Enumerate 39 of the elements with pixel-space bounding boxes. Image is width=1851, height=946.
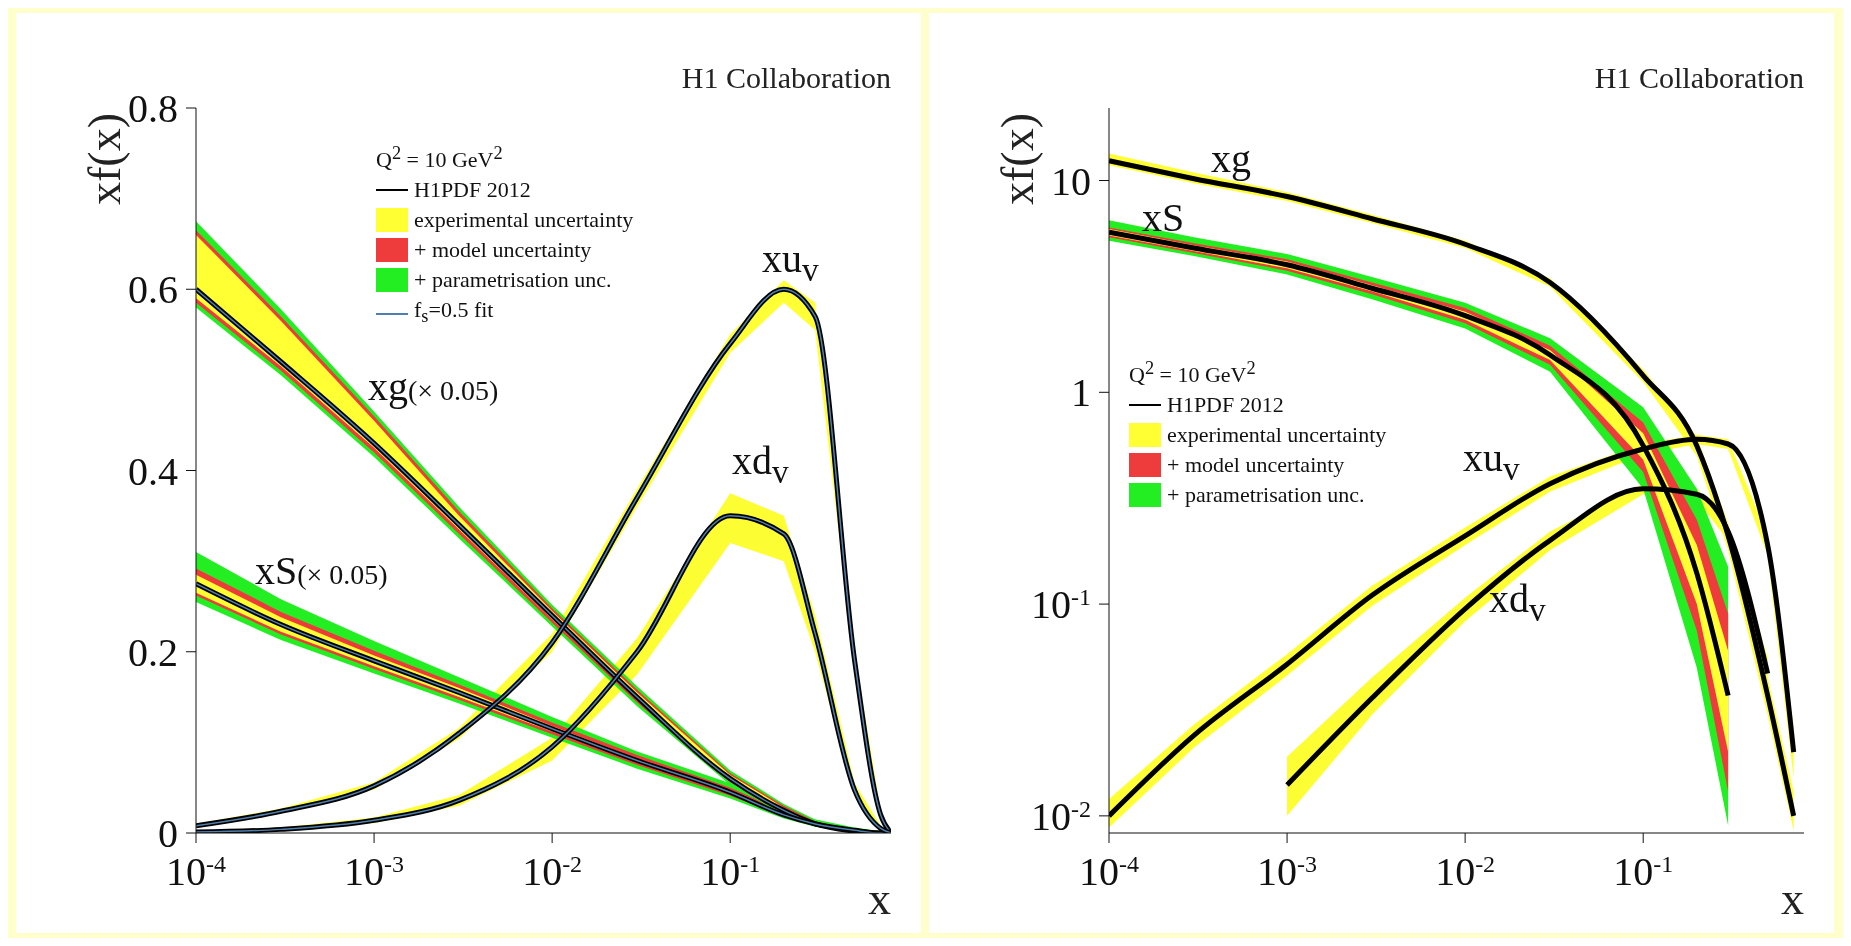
annotation: xS(× 0.05): [255, 548, 388, 595]
x-tick-label: 10$^{-2}$: [1435, 849, 1496, 894]
legend-label: H1PDF 2012: [414, 176, 531, 205]
x-tick-label: 10$^{-1}$: [1613, 849, 1674, 894]
x-tick-label: 10$^{-4}$: [1079, 849, 1139, 894]
y-tick-label: 0.2: [128, 629, 178, 675]
y-tick-label: 0.4: [128, 448, 178, 494]
x-tick-label: 10$^{-3}$: [1257, 849, 1318, 894]
annotation: xg: [1211, 136, 1251, 181]
x-tick-label: 10$^{-1}$: [700, 849, 761, 894]
y-axis-title: xf(x): [991, 113, 1044, 205]
chart-title: H1 Collaboration: [681, 61, 891, 95]
y-tick-label: 1: [1071, 370, 1091, 416]
annotation: xg(× 0.05): [368, 364, 499, 411]
y-tick-label: 10$^{-1}$: [1031, 582, 1091, 628]
legend-label: + model uncertainty: [414, 236, 592, 265]
annotation: xS: [1142, 195, 1185, 240]
y-axis-title: xf(x): [78, 113, 130, 205]
x-axis-title: x: [868, 872, 891, 925]
x-tick-label: 10$^{-2}$: [522, 849, 583, 894]
legend-label: + model uncertainty: [1167, 451, 1345, 480]
legend-label: + parametrisation unc.: [414, 266, 612, 295]
legend-label: experimental uncertainty: [414, 206, 634, 235]
legend-label: experimental uncertainty: [1167, 421, 1387, 450]
chart-title: H1 Collaboration: [1594, 61, 1804, 95]
x-axis-title: x: [1781, 872, 1804, 925]
legend-label: + parametrisation unc.: [1167, 481, 1365, 510]
x-tick-label: 10$^{-3}$: [344, 849, 405, 894]
annotation: xd$_{v}$: [732, 438, 789, 492]
y-tick-label: 10$^{-2}$: [1031, 793, 1091, 839]
y-tick-label: 0.6: [128, 267, 178, 313]
legend-title: Q$^{2}$ = 10 GeV$^{2}$: [376, 142, 504, 175]
y-tick-label: 10: [1051, 158, 1091, 204]
annotation: xd$_{v}$: [1489, 576, 1546, 630]
legend-label: f$_{s}$=0.5 fit: [414, 296, 494, 329]
legend-title: Q$^{2}$ = 10 GeV$^{2}$: [1129, 357, 1257, 390]
annotation: xu$_{v}$: [762, 236, 819, 290]
annotation: xu$_{v}$: [1463, 435, 1520, 489]
legend-label: H1PDF 2012: [1167, 391, 1284, 420]
